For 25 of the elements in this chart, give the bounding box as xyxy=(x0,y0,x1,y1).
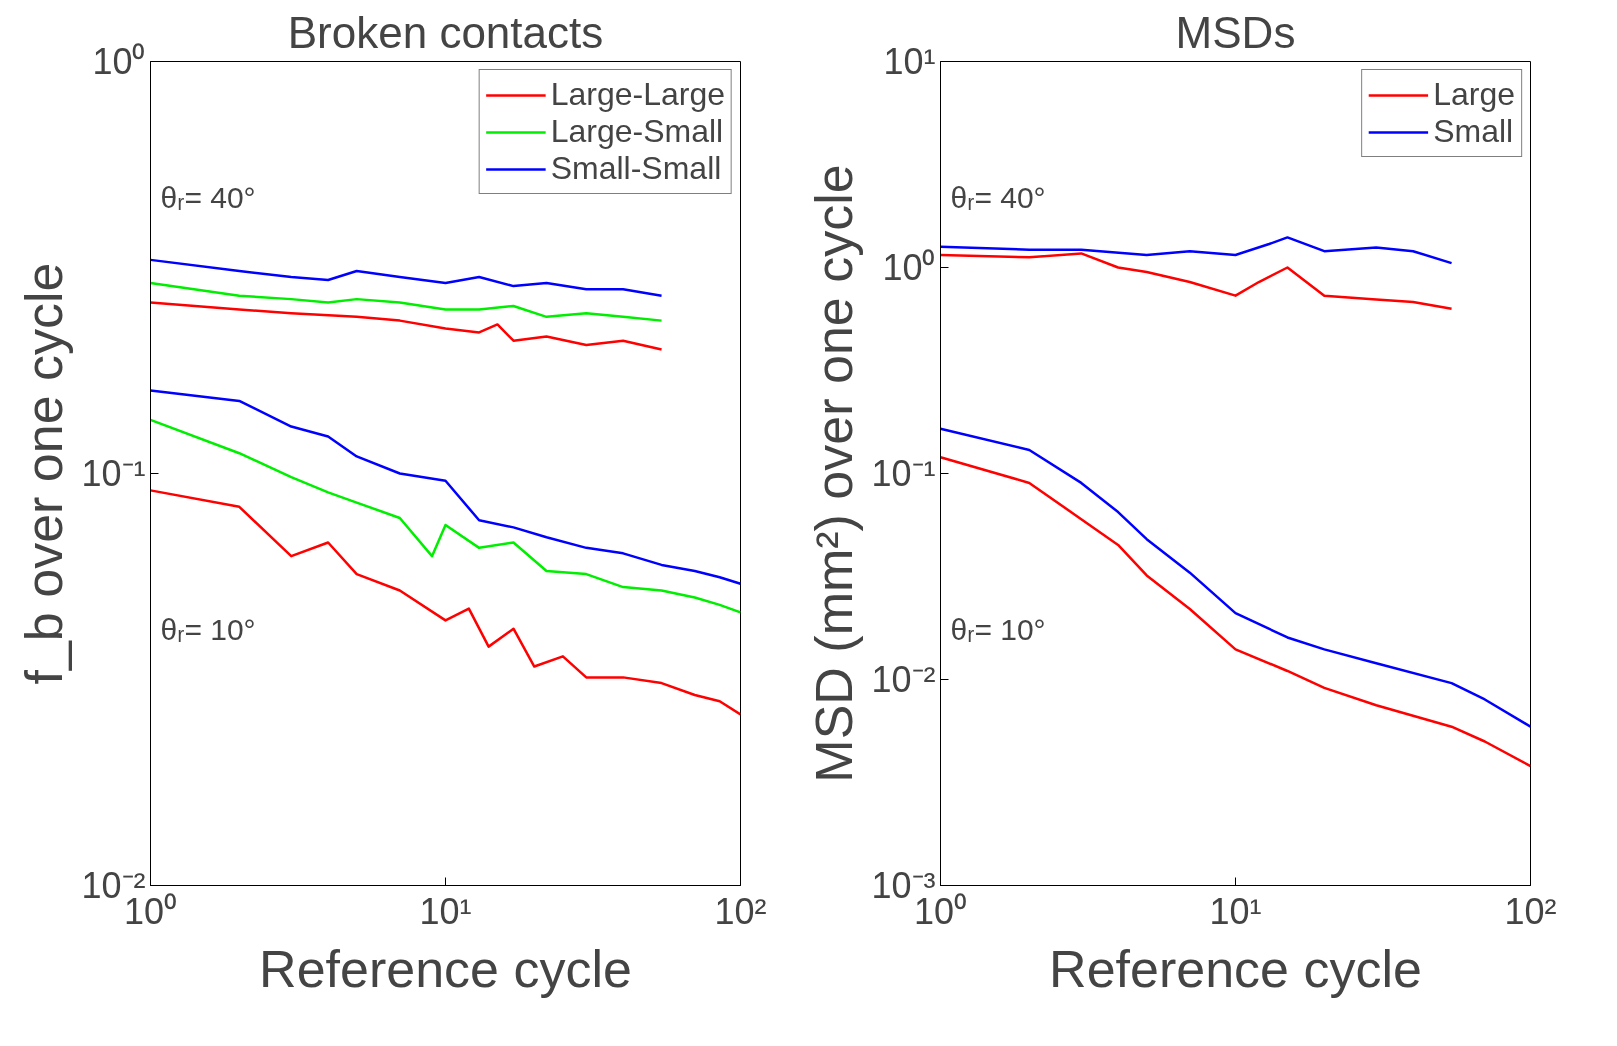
y-tick-label: 10⁰ xyxy=(92,41,146,82)
x-tick-label: 10² xyxy=(714,890,767,932)
annotation: θᵣ= 40° xyxy=(160,180,256,214)
y-tick-label: 10⁻¹ xyxy=(871,453,936,494)
legend-label: Small xyxy=(1433,113,1514,150)
x-tick-label: 10¹ xyxy=(419,890,472,932)
x-tick-label: 10² xyxy=(1504,890,1557,932)
y-tick-label: 10⁻¹ xyxy=(81,453,146,494)
y-axis-title: MSD (mm²) over one cycle xyxy=(805,164,864,783)
annotation: θᵣ= 10° xyxy=(160,612,256,646)
legend-label: Large-Large xyxy=(550,76,725,113)
legend-label: Large-Small xyxy=(550,113,724,150)
legend-label: Small-Small xyxy=(550,150,722,187)
x-axis-title: Reference cycle xyxy=(259,939,632,998)
y-axis-title: f_b over one cycle xyxy=(15,262,74,685)
x-tick-label: 10¹ xyxy=(1209,890,1262,932)
chart-title: MSDs xyxy=(1175,7,1296,57)
x-axis-title: Reference cycle xyxy=(1049,939,1422,998)
legend-label: Large xyxy=(1433,76,1515,113)
annotation: θᵣ= 40° xyxy=(950,180,1046,214)
y-tick-label: 10⁻² xyxy=(871,659,936,700)
chart-title: Broken contacts xyxy=(287,7,604,57)
y-tick-label: 10¹ xyxy=(883,41,936,82)
y-tick-label: 10⁰ xyxy=(882,247,936,288)
annotation: θᵣ= 10° xyxy=(950,612,1046,646)
